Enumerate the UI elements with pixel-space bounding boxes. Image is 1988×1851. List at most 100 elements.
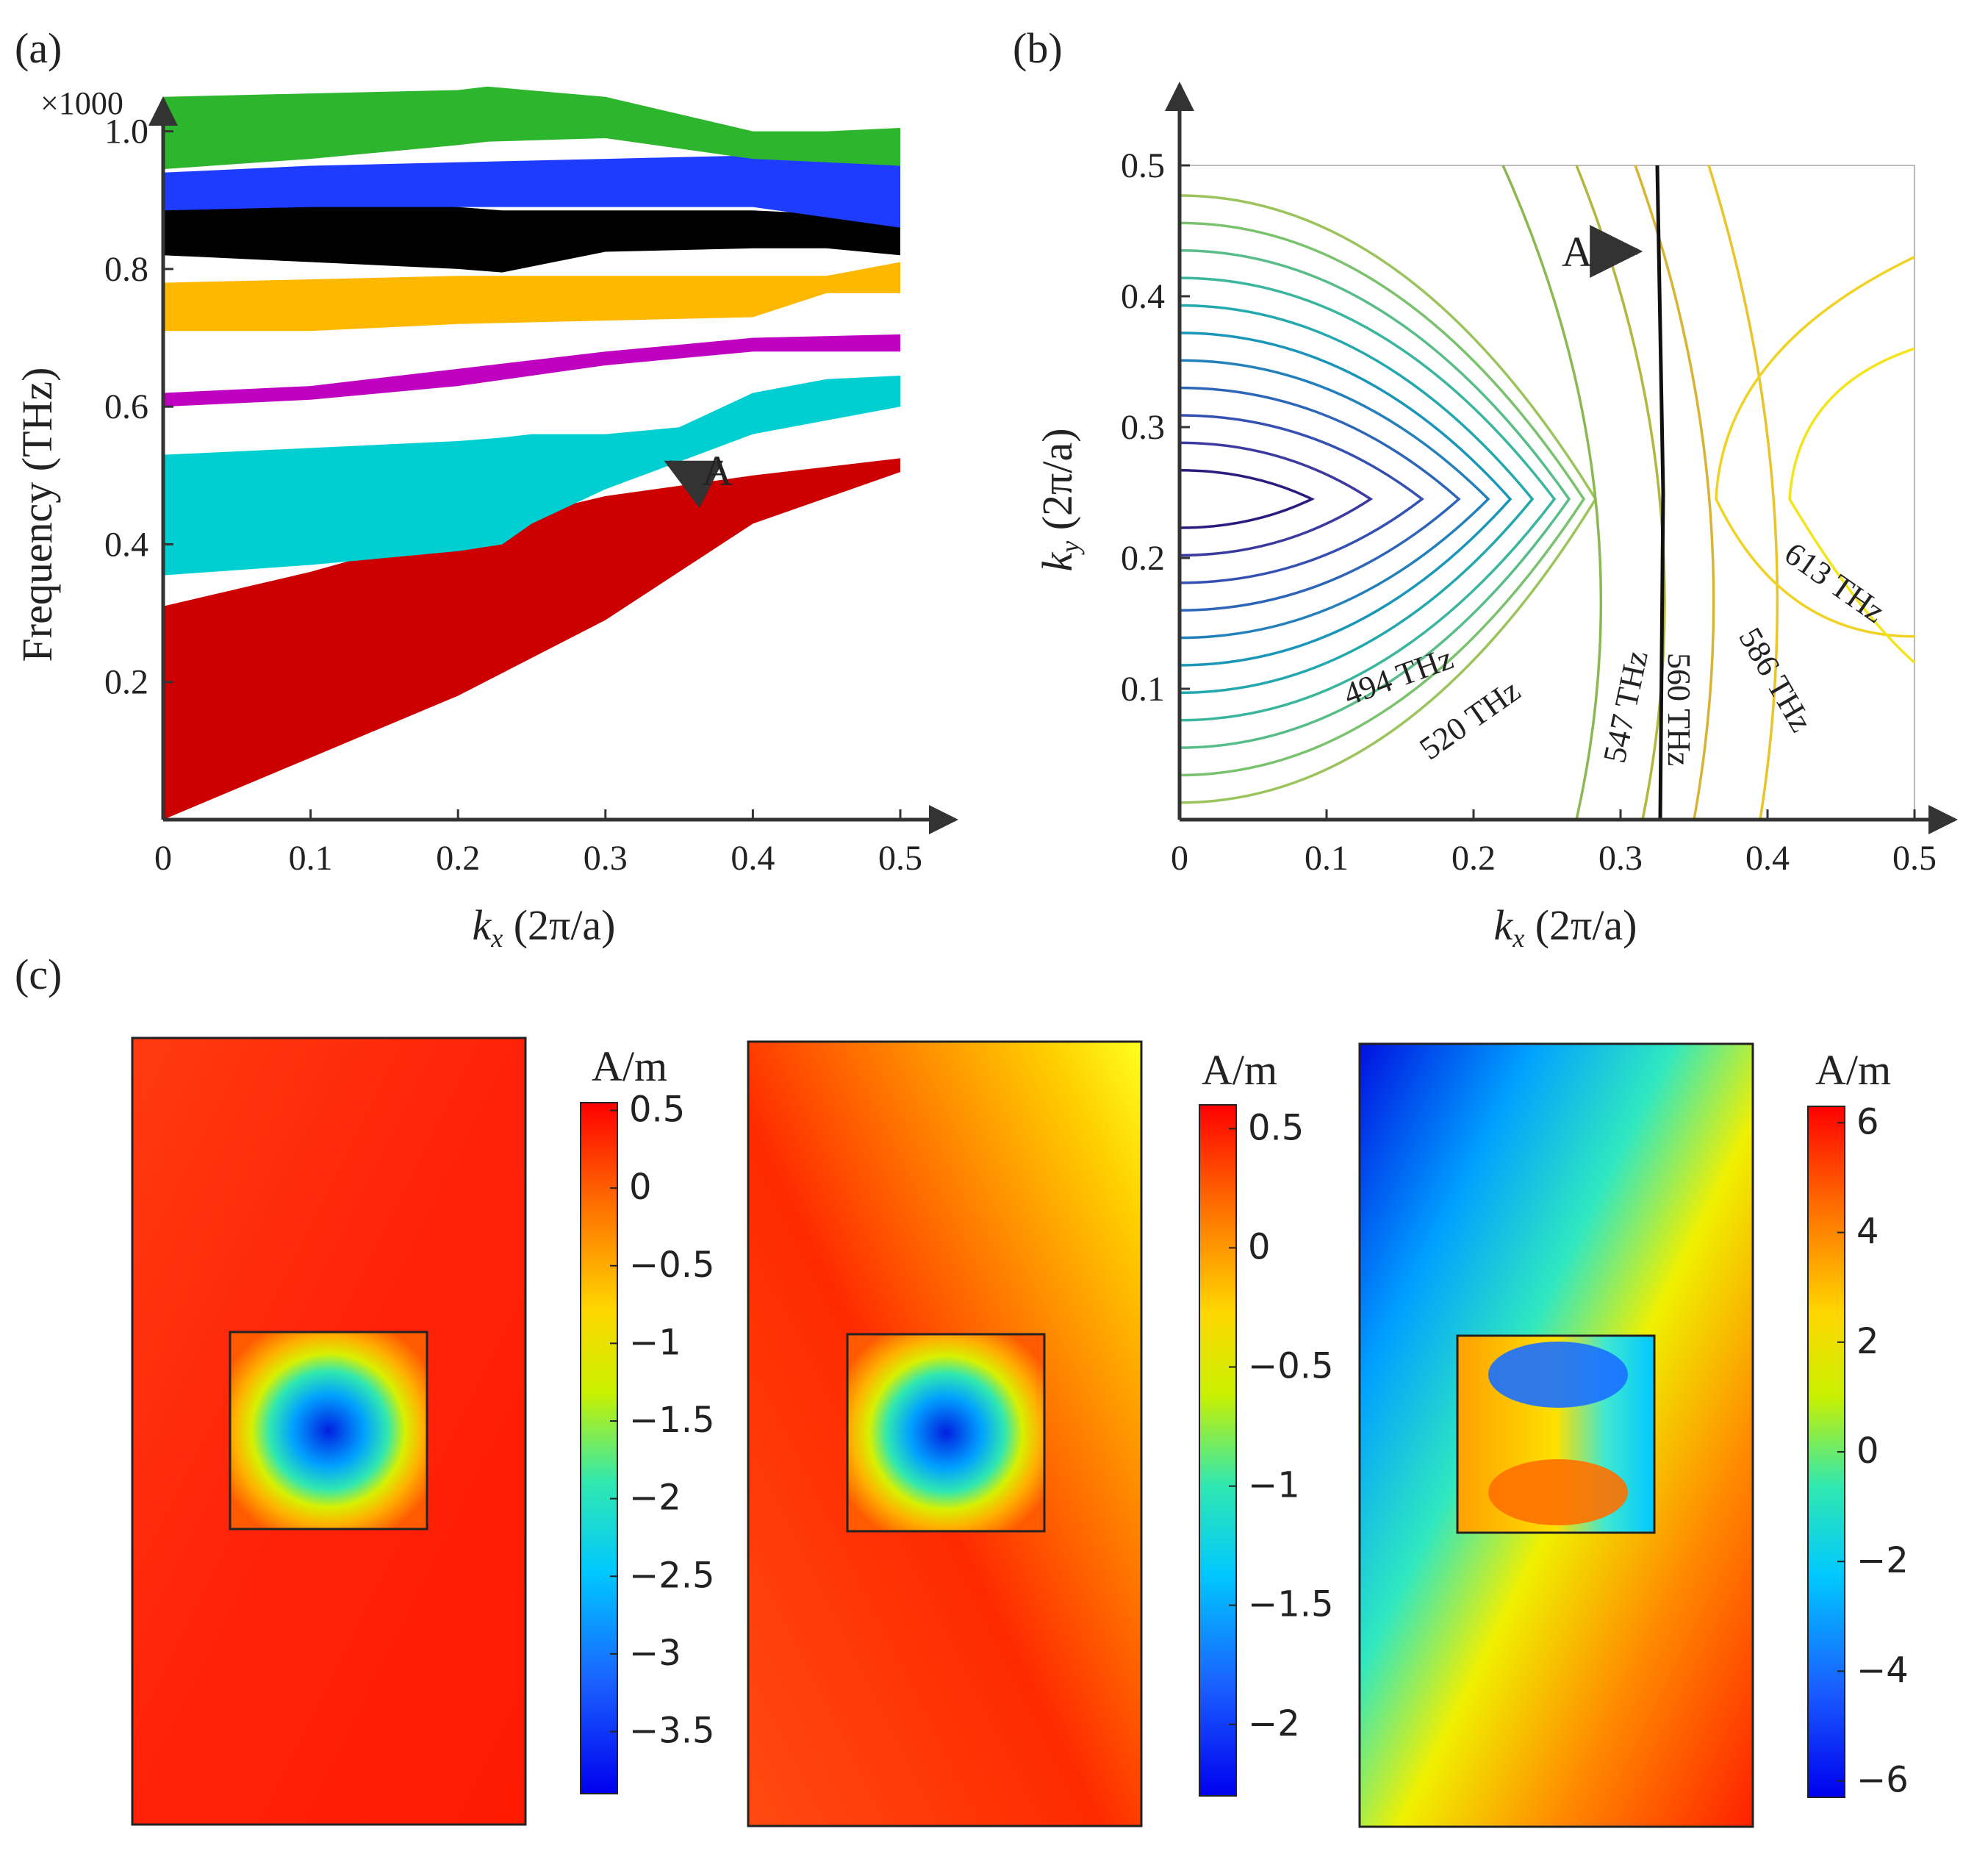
b-x-axis-label: kx (2π/a) [1493, 901, 1637, 953]
band-6 [163, 155, 900, 228]
colorbar-tick-label: 2 [1856, 1321, 1879, 1362]
band-3 [163, 334, 900, 407]
colorbar-tick-label: −3.5 [629, 1711, 715, 1752]
colorbar-tick-label: −3 [629, 1633, 681, 1674]
contour-label-613: 613 THz [1778, 535, 1892, 630]
unit-label-3: A/m [1815, 1046, 1891, 1094]
b-ytick-label: 0.4 [1121, 277, 1165, 316]
svg-text:A: A [702, 447, 733, 495]
b-ytick-label: 0.5 [1121, 146, 1165, 185]
panel-label-b: (b) [1013, 24, 1063, 72]
band-1 [163, 458, 900, 820]
colorbar-tick-label: 6 [1856, 1101, 1879, 1142]
colorbar-3: A/m 6 4 2 0 −2 −4 −6 [1807, 1046, 1909, 1801]
a-y-axis-label: Frequency (THz) [13, 368, 61, 662]
isofrequency-contours: 0 0.1 0.2 0.3 0.4 0.5 0.1 0.2 0.3 0.4 0.5 ky (2π/a… [1033, 82, 1958, 953]
band-areas [163, 86, 900, 820]
field-map-1 [131, 1037, 527, 1826]
colorbar-tick-label: 0 [629, 1167, 652, 1208]
b-xtick-label: 0.1 [1305, 839, 1349, 878]
colorbar-tick-label: −1 [1248, 1465, 1300, 1506]
field-map-3 [1358, 1042, 1754, 1828]
b-contour-labels: 494 THz 520 THz 547 THz 560 THz 586 THz … [1339, 535, 1892, 767]
a-x-axis-label: kx (2π/a) [472, 901, 615, 953]
a-ytick-label: 1.0 [104, 112, 148, 151]
colorbar-tick-label: −0.5 [629, 1245, 715, 1286]
a-xtick-label: 0 [154, 839, 172, 878]
colorbar-tick-label: −4 [1856, 1650, 1909, 1691]
colorbar-1: A/m 0.5 0 −0.5 −1 −1.5 −2 −2.5 −3 −3.5 [580, 1042, 715, 1794]
panel-label-a: (a) [15, 24, 62, 72]
colorbar-tick-label: −2 [1856, 1540, 1909, 1581]
contour-closed-1 [1179, 468, 1316, 529]
a-xtick-label: 0.2 [436, 839, 480, 878]
b-ticks: 0 0.1 0.2 0.3 0.4 0.5 0.1 0.2 0.3 0.4 0.5 [1121, 146, 1937, 878]
colorbar-tick-label: 0.5 [1248, 1107, 1304, 1148]
contour-closed-6 [1179, 332, 1512, 667]
colorbar-2: A/m 0.5 0 −0.5 −1 −1.5 −2 [1199, 1046, 1334, 1797]
a-ytick-label: 0.6 [104, 387, 148, 426]
contour-closed-3 [1179, 414, 1424, 584]
b-xtick-label: 0.3 [1598, 839, 1643, 878]
b-ytick-label: 0.2 [1121, 539, 1165, 578]
a-xtick-label: 0.5 [878, 839, 922, 878]
b-xtick-label: 0 [1171, 839, 1188, 878]
contour-open-4 [1707, 165, 1779, 820]
contour-closed-9 [1179, 248, 1571, 749]
b-xtick-label: 0.2 [1451, 839, 1496, 878]
a-ticks: 0 0.1 0.2 0.3 0.4 0.5 0.2 0.4 0.6 0.8 1.0 [104, 112, 922, 878]
contour-closed-5 [1179, 359, 1490, 640]
svg-text:A: A [1562, 228, 1593, 276]
contour-lines [1179, 165, 1916, 820]
field-maps: A/m 0.5 0 −0.5 −1 −1.5 −2 −2.5 −3 −3.5 A/m 0.5 0 −… [131, 1037, 1909, 1828]
colorbar-tick-label: −6 [1856, 1760, 1909, 1801]
panel-label-c: (c) [15, 950, 62, 998]
contour-closed-4 [1179, 386, 1461, 612]
contour-closed-10 [1179, 221, 1586, 777]
b-xtick-label: 0.4 [1745, 839, 1790, 878]
contour-label-547: 547 THz [1596, 648, 1655, 766]
colorbar-tick-label: −1.5 [629, 1400, 715, 1441]
a-annotation-A: A [664, 447, 733, 509]
contour-far-1 [1715, 256, 1915, 638]
contour-far-2 [1788, 347, 1916, 664]
contour-closed-8 [1179, 276, 1557, 722]
colorbar-tick-label: 0 [1248, 1226, 1271, 1267]
field-map-2 [747, 1040, 1143, 1827]
a-xtick-label: 0.3 [584, 839, 628, 878]
colorbar-tick-label: −1 [629, 1322, 681, 1363]
contour-closed-2 [1179, 441, 1374, 557]
colorbar-tick-label: −1.5 [1248, 1584, 1334, 1625]
a-xtick-label: 0.1 [289, 839, 333, 878]
unit-label-2: A/m [1202, 1046, 1277, 1094]
b-ytick-label: 0.3 [1121, 408, 1165, 447]
a-ytick-label: 0.4 [104, 525, 148, 564]
colorbar-tick-label: 0.5 [629, 1089, 685, 1131]
band-7 [163, 86, 900, 170]
b-annotation-A: A [1562, 225, 1643, 278]
band-diagram: 0 0.1 0.2 0.3 0.4 0.5 0.2 0.4 0.6 0.8 1.0 ×1000 Fr… [13, 85, 958, 953]
a-y-multiplier: ×1000 [40, 85, 123, 121]
band-5 [163, 200, 900, 273]
a-ytick-label: 0.2 [104, 663, 148, 702]
colorbar-tick-label: −2 [1248, 1703, 1300, 1744]
band-2 [163, 376, 900, 576]
band-4 [163, 262, 900, 332]
contour-label-520: 520 THz [1413, 672, 1527, 767]
colorbar-tick-label: −2 [629, 1478, 681, 1519]
a-xtick-label: 0.4 [731, 839, 775, 878]
contour-open-3 [1634, 165, 1715, 820]
colorbar-tick-label: −2.5 [629, 1555, 715, 1596]
colorbar-tick-label: 0 [1856, 1431, 1879, 1472]
contour-closed-7 [1179, 304, 1535, 695]
a-ytick-label: 0.8 [104, 250, 148, 289]
contour-open-1 [1501, 165, 1603, 820]
contour-label-560: 560 THz [1661, 653, 1697, 766]
b-y-axis-label: ky (2π/a) [1033, 428, 1085, 571]
colorbar-tick-label: 4 [1856, 1211, 1879, 1253]
unit-label-1: A/m [592, 1042, 667, 1090]
b-ytick-label: 0.1 [1121, 670, 1165, 709]
colorbar-tick-label: −0.5 [1248, 1346, 1334, 1387]
contour-highlighted-560 [1655, 165, 1665, 820]
